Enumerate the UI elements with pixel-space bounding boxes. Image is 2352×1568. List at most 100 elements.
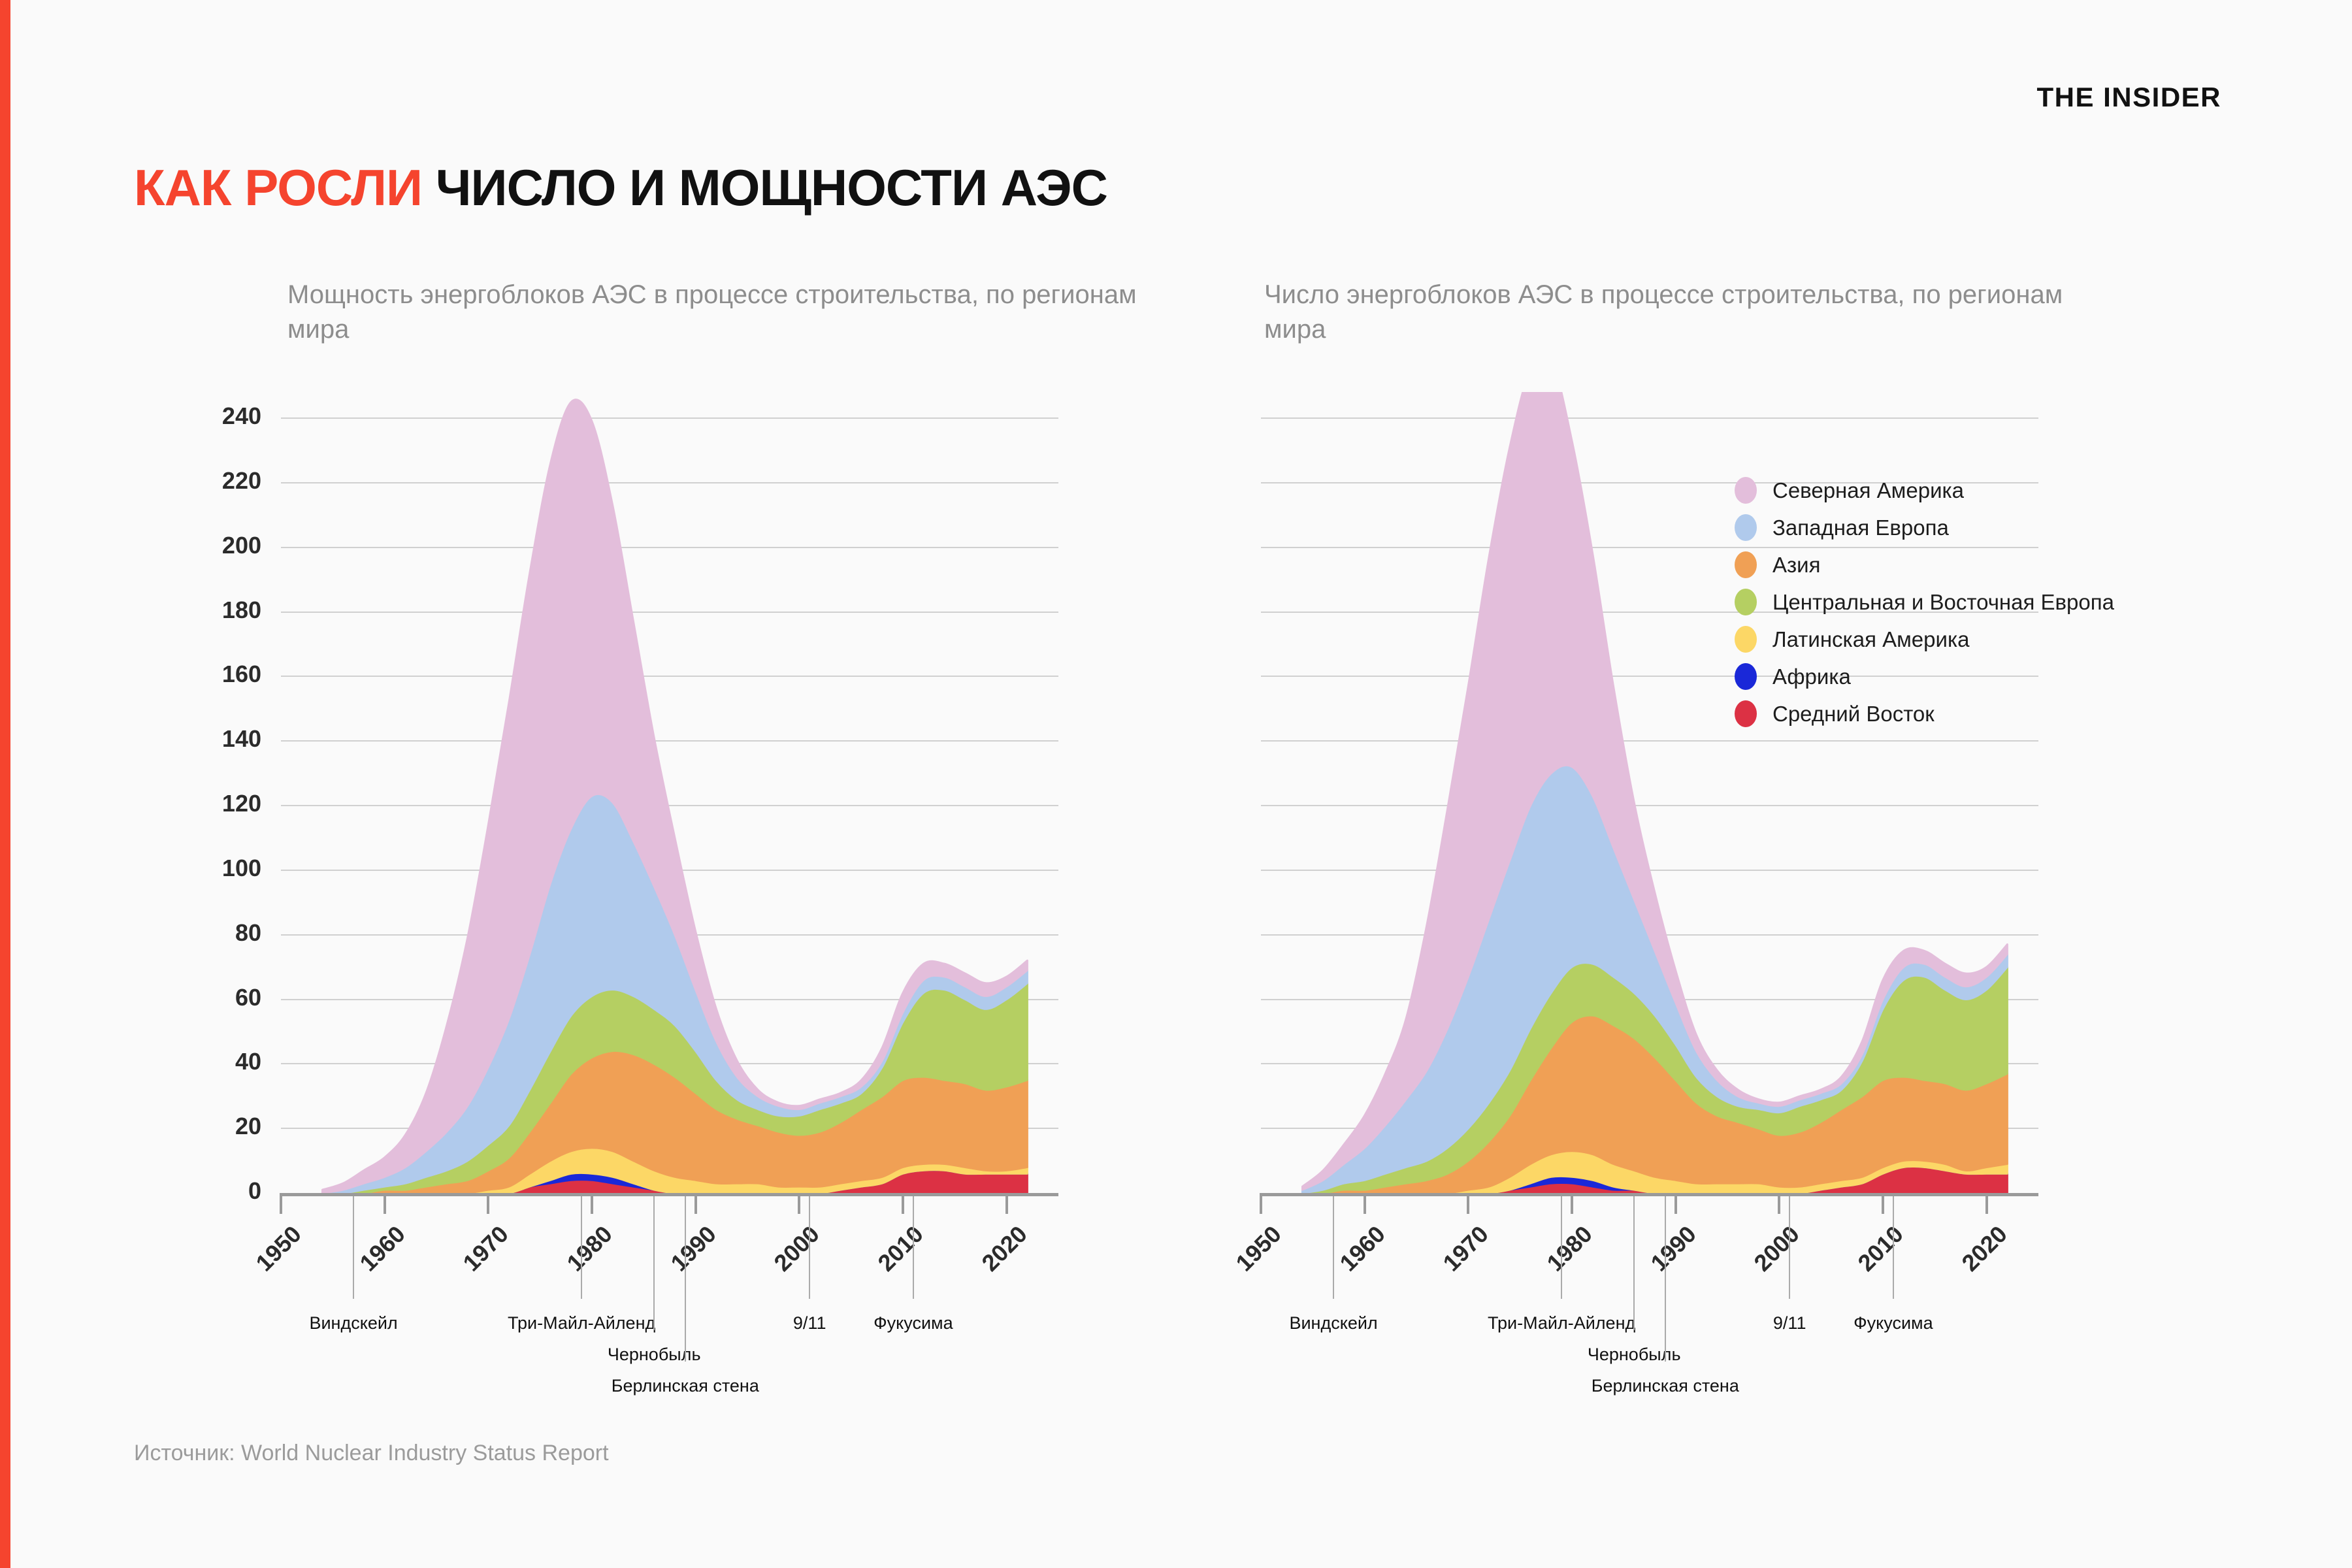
event-marker-line [684,1196,686,1362]
x-axis-tick-mark [383,1193,386,1214]
event-marker-line [1892,1196,1894,1299]
y-axis-tick-label: 80 [235,919,261,946]
x-axis-tick-label: 2020 [1956,1220,2012,1277]
legend-swatch-icon [1735,589,1757,615]
x-axis-tick-label: 1970 [457,1220,514,1277]
x-axis-tick-label: 1950 [250,1220,306,1277]
legend-item-label: Азия [1772,552,1821,577]
gridline [1261,740,2038,742]
x-axis-tick-label: 1950 [1230,1220,1286,1277]
gridline [1261,1063,2038,1065]
gridline [281,740,1058,742]
gridline [281,998,1058,1000]
x-axis-line [281,1193,1058,1196]
legend-swatch-icon [1735,626,1757,653]
y-axis-tick-label: 0 [248,1177,261,1204]
legend-swatch-icon [1735,551,1757,578]
gridline [281,611,1058,613]
x-axis-tick-mark [1778,1193,1781,1214]
x-axis-tick-mark [1363,1193,1366,1214]
y-axis-tick-label: 160 [221,661,261,688]
x-axis-tick-mark [280,1193,282,1214]
event-marker-line [1633,1196,1635,1330]
y-axis-tick-label: 220 [221,466,261,494]
x-axis-tick-label: 2010 [1852,1220,1908,1277]
event-label: Виндскейл [1289,1313,1378,1333]
event-marker-line [353,1196,355,1299]
area-series [321,982,1028,1193]
chart-legend: Северная Америка Западная Европа Азия Центр… [1735,472,2114,732]
legend-item-label: Средний Восток [1772,701,1935,726]
y-axis-tick-label: 120 [221,790,261,817]
x-axis-line [1261,1193,2038,1196]
legend-item-label: Латинская Америка [1772,627,1970,651]
event-label: Три-Майл-Айленд [508,1313,656,1333]
gridline [1261,934,2038,936]
brand-accent-bar [0,0,10,1568]
x-axis-tick-mark [1674,1193,1677,1214]
legend-item-label: Африка [1772,664,1851,689]
y-axis-tick-label: 200 [221,531,261,559]
legend-item[interactable]: Азия [1735,546,2114,583]
area-series [1301,1166,2008,1193]
legend-item-label: Центральная и Восточная Европа [1772,589,2114,614]
event-label: Виндскейл [309,1313,398,1333]
event-label: 9/11 [1772,1313,1806,1333]
gridline [1261,998,2038,1000]
legend-item[interactable]: Западная Европа [1735,509,2114,546]
gridline [281,1128,1058,1130]
source-note: Источник: World Nuclear Industry Status … [134,1441,609,1465]
y-axis-tick-label: 40 [235,1048,261,1075]
x-axis-tick-label: 2010 [872,1220,928,1277]
legend-swatch-icon [1735,514,1757,541]
area-series [1301,1166,2008,1193]
legend-swatch-icon [1735,663,1757,690]
x-axis-tick-mark [591,1193,593,1214]
legend-swatch-icon [1735,477,1757,504]
x-axis-tick-label: 2020 [976,1220,1032,1277]
area-series [321,1169,1028,1193]
x-axis-tick-mark [1882,1193,1884,1214]
legend-item[interactable]: Центральная и Восточная Европа [1735,583,2114,621]
y-axis-tick-label: 60 [235,983,261,1011]
event-marker-line [1333,1196,1335,1299]
gridline [1261,869,2038,871]
legend-item[interactable]: Северная Америка [1735,472,2114,509]
legend-swatch-icon [1735,700,1757,727]
legend-item[interactable]: Средний Восток [1735,695,2114,732]
event-label: Фукусима [874,1313,953,1333]
area-series [321,1049,1028,1193]
x-axis-tick-mark [1467,1193,1470,1214]
y-axis-tick-label: 140 [221,725,261,753]
gridline [281,934,1058,936]
area-series [321,1169,1028,1193]
y-axis-tick-label: 20 [235,1113,261,1140]
area-series [1301,1014,2008,1193]
x-axis-tick-mark [1571,1193,1573,1214]
page-title: КАК РОСЛИ ЧИСЛО И МОЩНОСТИ АЭС [134,158,1108,218]
event-label: Берлинская стена [611,1376,759,1396]
x-axis-tick-label: 1960 [1334,1220,1390,1277]
y-axis-tick-label: 180 [221,596,261,623]
legend-item[interactable]: Латинская Америка [1735,621,2114,658]
x-axis-tick-mark [798,1193,801,1214]
x-axis-tick-mark [1985,1193,1988,1214]
gridline [1261,1128,2038,1130]
event-marker-line [581,1196,583,1299]
gridline [281,482,1058,483]
gridline [1261,805,2038,806]
x-axis-tick-mark [694,1193,697,1214]
gridline [281,676,1058,678]
x-axis-tick-label: 2000 [768,1220,825,1277]
chart-subtitle: Число энергоблоков АЭС в процессе строит… [1264,280,2063,344]
event-marker-line [1561,1196,1563,1299]
event-marker-line [1789,1196,1791,1299]
legend-item-label: Западная Европа [1772,515,1949,540]
event-label: Берлинская стена [1591,1376,1739,1396]
x-axis-tick-label: 1960 [354,1220,410,1277]
chart-subtitle: Мощность энергоблоков АЭС в процессе стр… [287,280,1137,344]
gridline [281,417,1058,419]
x-axis-tick-mark [487,1193,490,1214]
area-series [321,399,1028,1193]
legend-item[interactable]: Африка [1735,658,2114,695]
